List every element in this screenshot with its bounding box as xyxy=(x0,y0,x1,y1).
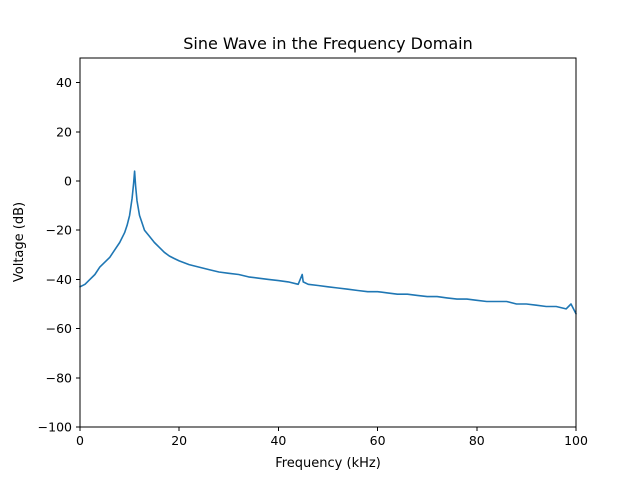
chart-title: Sine Wave in the Frequency Domain xyxy=(183,34,473,53)
x-tick-label: 40 xyxy=(270,433,286,448)
x-axis: 0 20 40 60 80 100 xyxy=(76,427,588,448)
y-axis-label: Voltage (dB) xyxy=(12,202,27,282)
y-tick-label: −40 xyxy=(46,272,72,287)
y-tick-label: −100 xyxy=(38,420,72,435)
x-tick-label: 80 xyxy=(469,433,485,448)
x-axis-label: Frequency (kHz) xyxy=(275,456,381,471)
y-tick-label: −80 xyxy=(46,370,72,385)
plot-layer xyxy=(79,170,577,315)
y-tick-label: 0 xyxy=(64,174,72,189)
y-tick-label: 40 xyxy=(56,75,72,90)
y-tick-label: −60 xyxy=(46,321,72,336)
y-axis: −100 −80 −60 −40 −20 0 20 40 xyxy=(38,75,80,435)
x-tick-label: 20 xyxy=(171,433,187,448)
series-line-0 xyxy=(79,170,577,315)
x-tick-label: 0 xyxy=(76,433,84,448)
y-tick-label: 20 xyxy=(56,124,72,139)
y-tick-label: −20 xyxy=(46,223,72,238)
plot-frame xyxy=(79,57,577,428)
x-tick-label: 100 xyxy=(564,433,588,448)
x-tick-label: 60 xyxy=(370,433,386,448)
